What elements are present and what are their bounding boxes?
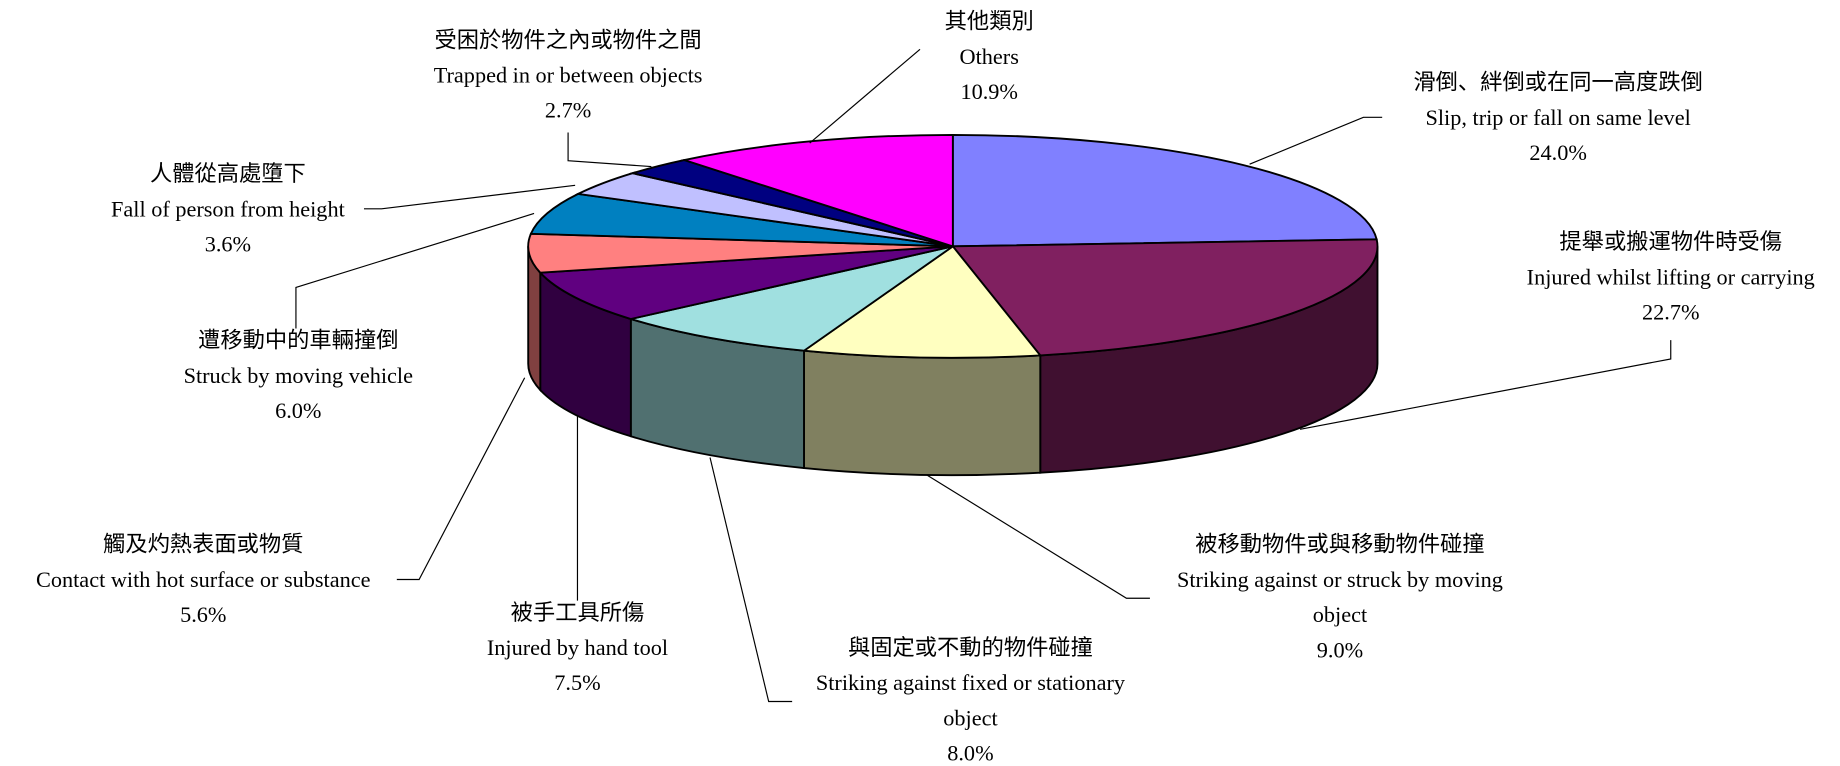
label-zh: 滑倒、絆倒或在同一高度跌倒	[1413, 70, 1702, 95]
label-en: Others	[960, 44, 1019, 69]
label-zh: 遭移動中的車輛撞倒	[198, 328, 398, 353]
label-en-line: Striking against fixed or stationary	[816, 670, 1126, 695]
leader-line	[1249, 116, 1383, 165]
value-label: 9.0%	[1317, 637, 1363, 662]
value-label: 5.6%	[180, 602, 226, 627]
label-en: Injured by hand tool	[487, 635, 668, 660]
slice	[538, 245, 954, 320]
leader-line	[709, 457, 793, 703]
slice	[951, 133, 1378, 248]
value-label: 6.0%	[275, 398, 321, 423]
label-en: Striking against or struck by moving obje…	[1177, 567, 1503, 627]
label-en: Trapped in or between objects	[434, 63, 703, 88]
value-label: 8.0%	[947, 741, 993, 766]
leader-line	[295, 212, 535, 329]
label-zh: 與固定或不動的物件碰撞	[848, 635, 1093, 660]
slice-tops	[527, 133, 1379, 359]
label-en: Striking against fixed or stationary obje…	[816, 670, 1126, 730]
slice	[680, 133, 954, 248]
value-label: 10.9%	[960, 79, 1018, 104]
slice	[801, 245, 1043, 359]
label-zh: 被移動物件或與移動物件碰撞	[1195, 532, 1484, 557]
leader-line	[363, 184, 576, 210]
slice	[529, 192, 953, 248]
label-zh: 觸及灼熱表面或物質	[103, 532, 303, 557]
value-label: 2.7%	[545, 98, 591, 123]
label-en-line: object	[943, 705, 998, 730]
leader-line	[396, 377, 526, 581]
leader-line	[809, 48, 921, 144]
label-en-line: object	[1313, 602, 1368, 627]
label-en: Injured whilst lifting or carrying	[1527, 264, 1815, 289]
label-zh: 其他類別	[945, 9, 1034, 34]
slice	[950, 238, 1379, 357]
label-en: Fall of person from height	[111, 196, 346, 221]
label-zh: 提舉或搬運物件時受傷	[1559, 229, 1782, 254]
label-en-line: Striking against or struck by moving	[1177, 567, 1503, 592]
label-en: Struck by moving vehicle	[184, 363, 414, 388]
value-label: 3.6%	[205, 231, 251, 256]
label-zh: 被手工具所傷	[511, 600, 645, 625]
slice	[627, 245, 954, 352]
leader-line	[567, 132, 652, 168]
label-zh: 受困於物件之內或物件之間	[434, 27, 701, 52]
value-label: 24.0%	[1529, 140, 1587, 165]
value-label: 22.7%	[1642, 299, 1700, 324]
label-zh: 人體從高處墮下	[150, 161, 306, 186]
leader-line	[1299, 340, 1672, 430]
label-en: Contact with hot surface or substance	[36, 567, 371, 592]
label-en: Slip, trip or fall on same level	[1425, 105, 1690, 130]
value-label: 7.5%	[554, 670, 600, 695]
slice-sides	[527, 246, 1379, 477]
leader-line	[926, 474, 1150, 599]
slice-side	[803, 349, 1042, 477]
